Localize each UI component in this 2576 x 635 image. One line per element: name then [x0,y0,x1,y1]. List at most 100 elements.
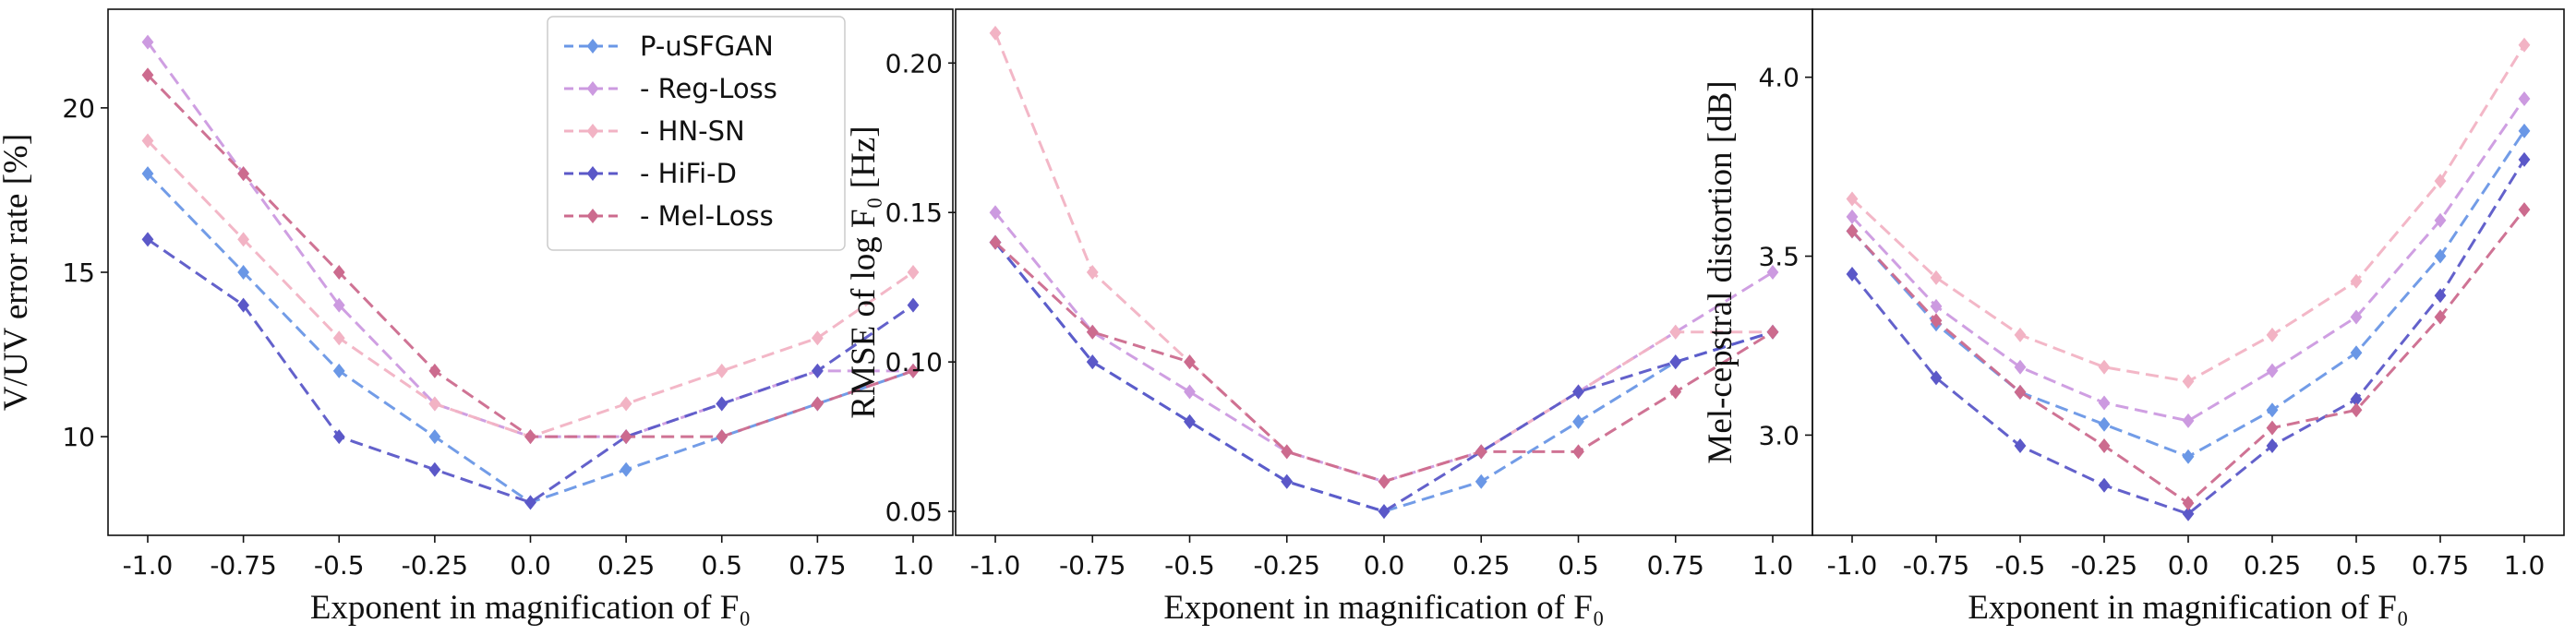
data-point-marker [332,429,345,445]
data-point-marker [716,396,728,412]
legend-box [547,16,846,251]
legend-swatch-marker [586,209,599,223]
series-line [993,211,1774,484]
data-point-marker [2434,309,2447,325]
data-point-marker [2182,374,2195,389]
x-tick-label: 0.25 [2244,550,2301,581]
data-point-marker [2182,413,2195,428]
data-point-marker [2182,506,2195,521]
data-point-marker [2266,327,2279,342]
data-point-marker [1846,266,1859,282]
data-point-marker [1669,354,1682,370]
data-point-marker [989,205,1002,221]
legend-label: - Reg-Loss [640,73,777,104]
y-tick-label: 3.5 [1758,242,1800,272]
data-point-marker [2098,359,2111,375]
data-point-marker [2350,391,2363,407]
data-point-marker [989,25,1002,41]
data-point-marker [1766,265,1779,280]
data-point-marker [1572,444,1584,460]
data-point-marker [332,265,345,280]
data-point-marker [2434,174,2447,189]
data-point-marker [2014,327,2027,342]
y-tick-label: 15 [62,258,95,288]
series-line [1850,130,2526,459]
data-point-marker [620,429,632,445]
data-point-marker [2434,212,2447,228]
data-point-marker [1378,473,1390,489]
data-point-marker [332,330,345,346]
data-point-marker [907,297,920,313]
x-tick-label: 0.5 [1558,550,1599,581]
x-tick-label: 1.0 [1752,550,1794,581]
x-axis-label: Exponent in magnification of F₀ [1163,589,1604,627]
data-point-marker [1766,324,1779,340]
y-axis-label: Mel-cepstral distortion [dB] [1702,80,1739,463]
series-line [1850,43,2526,383]
data-point-marker [237,297,250,313]
x-tick-label: -0.75 [1903,550,1969,581]
legend-label: - HiFi-D [640,158,737,189]
series-line [147,238,914,505]
data-point-marker [1475,444,1487,460]
y-tick-label: 0.05 [885,497,943,527]
data-point-marker [1281,473,1294,489]
data-point-marker [428,396,441,412]
data-point-marker [141,232,154,247]
x-axis-label: Exponent in magnification of F₀ [1968,589,2408,627]
x-tick-label: -0.25 [2071,550,2137,581]
data-point-marker [2098,395,2111,411]
data-point-marker [811,330,824,346]
data-point-marker [1184,384,1196,400]
data-point-marker [2350,345,2363,361]
x-tick-label: 1.0 [893,550,934,581]
x-tick-label: 0.25 [1452,550,1510,581]
data-point-marker [1846,223,1859,239]
data-point-marker [428,363,441,378]
data-point-marker [811,396,824,412]
data-point-marker [989,234,1002,250]
data-point-marker [332,297,345,313]
y-tick-label: 10 [62,422,95,452]
chart-panel: -1.0 -0.75 -0.5 -0.25 0.0 0.25 0.5 0.75 1.0 3.0 3.… [1702,8,2565,627]
data-point-marker [2182,496,2195,511]
data-point-marker [2098,477,2111,493]
x-tick-label: -1.0 [1827,550,1878,581]
y-tick-label: 0.10 [885,347,943,377]
x-tick-label: 0.75 [1647,550,1704,581]
series-line [993,241,1774,513]
x-tick-label: -0.75 [1059,550,1125,581]
x-tick-label: 0.5 [2336,550,2377,581]
y-tick-label: 3.0 [1758,420,1800,450]
data-point-marker [1378,504,1390,520]
data-point-marker [2518,123,2531,138]
data-point-marker [620,396,632,412]
data-point-marker [141,166,154,182]
y-tick-label: 20 [62,93,95,124]
data-point-marker [2518,202,2531,218]
chart-panel: -1.0 -0.75 -0.5 -0.25 0.0 0.25 0.5 0.75 1.0 10 15 2… [0,8,954,627]
data-point-marker [524,429,536,445]
x-tick-label: 0.75 [788,550,846,581]
x-tick-label: 0.0 [2168,550,2209,581]
data-point-marker [907,363,920,378]
data-point-marker [1475,473,1487,489]
x-tick-label: -0.75 [210,550,276,581]
legend-swatch-marker [586,124,599,138]
data-point-marker [524,495,536,510]
series-line [1850,98,2526,423]
series-line [993,241,1774,513]
data-point-marker [2518,37,2531,53]
data-point-marker [907,265,920,280]
x-tick-label: -1.0 [123,550,174,581]
data-point-marker [1669,384,1682,400]
data-point-marker [620,461,632,477]
data-point-marker [716,429,728,445]
data-point-marker [332,363,345,378]
data-point-marker [811,363,824,378]
y-axis-label: V/UV error rate [%] [0,134,35,411]
data-point-marker [2098,416,2111,432]
data-point-marker [1930,313,1943,329]
data-point-marker [2518,90,2531,106]
